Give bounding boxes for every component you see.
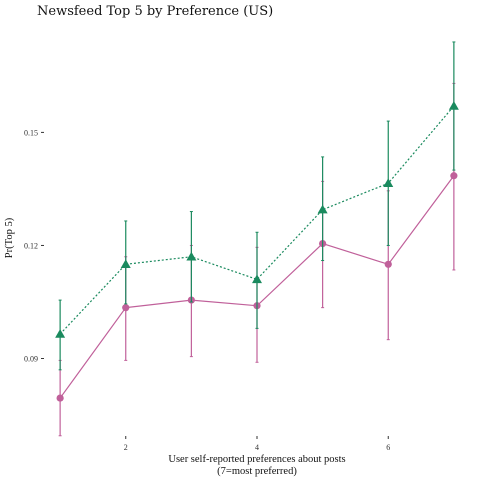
chart-title: Newsfeed Top 5 by Preference (US)	[37, 4, 273, 19]
x-tick-label: 6	[386, 443, 390, 452]
x-axis-label-line1: User self-reported preferences about pos…	[168, 454, 345, 465]
data-point-circle	[450, 172, 458, 180]
y-tick-label: 0.12	[24, 241, 38, 250]
y-axis-label: Pr(Top 5)	[4, 217, 15, 258]
data-point-circle	[384, 260, 392, 268]
data-point-circle	[122, 304, 130, 312]
y-axis: 0.09 0.12 0.15	[24, 128, 44, 364]
y-tick-label: 0.15	[24, 128, 38, 137]
x-axis-label-line2: (7=most preferred)	[217, 466, 297, 477]
data-point-triangle	[383, 178, 394, 188]
data-point-triangle	[448, 101, 459, 110]
y-tick-label: 0.09	[24, 355, 38, 364]
x-tick-label: 4	[255, 443, 259, 452]
series	[55, 41, 459, 371]
data-point-triangle	[317, 204, 328, 214]
data-point-triangle	[252, 274, 262, 284]
data-point-triangle	[120, 259, 131, 269]
plot-area	[55, 41, 459, 437]
data-point-circle	[56, 394, 64, 402]
x-axis: 2 4 6	[124, 436, 390, 452]
data-point-triangle	[186, 251, 197, 261]
data-point-triangle	[55, 329, 66, 338]
x-tick-label: 2	[124, 443, 128, 452]
